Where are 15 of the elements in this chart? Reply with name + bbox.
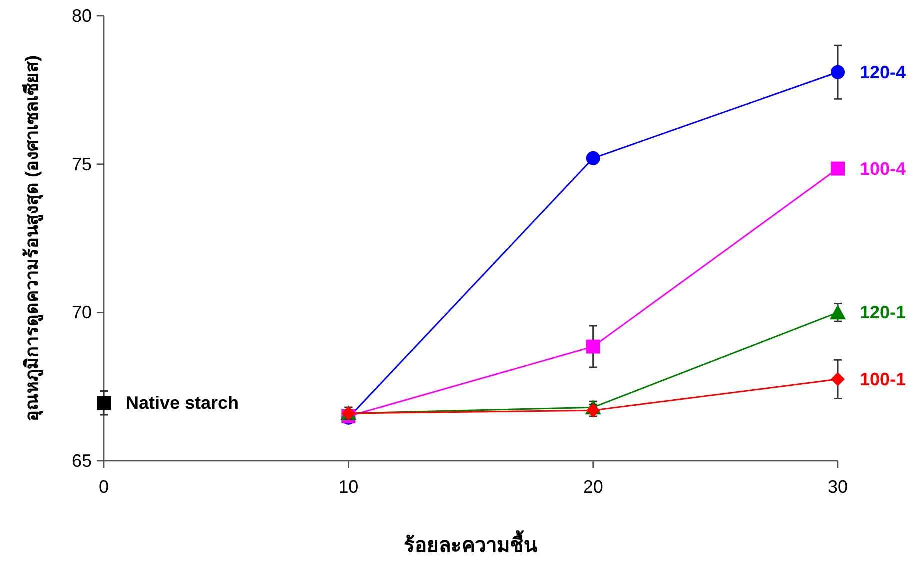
series-label: 100-1 (860, 369, 906, 390)
x-axis-title: ร้อยละความชื้น (404, 530, 538, 557)
series-label: Native starch (126, 393, 240, 414)
x-tick-label: 30 (828, 477, 848, 497)
series-label: 120-4 (860, 62, 906, 82)
series-label: 100-4 (860, 158, 906, 179)
y-tick-label: 75 (72, 154, 92, 174)
series-label: 120-1 (860, 302, 906, 323)
x-tick-label: 10 (338, 477, 359, 497)
y-tick-label: 80 (72, 6, 92, 26)
y-axis-title: อุณหภูมิการดูดความร้อนสูงสุด (องศาเซลเซียส) (22, 56, 44, 422)
x-tick-label: 0 (98, 477, 110, 497)
x-tick-label: 20 (583, 477, 604, 497)
y-tick-label: 70 (72, 302, 92, 323)
y-tick-label: 65 (72, 451, 92, 471)
